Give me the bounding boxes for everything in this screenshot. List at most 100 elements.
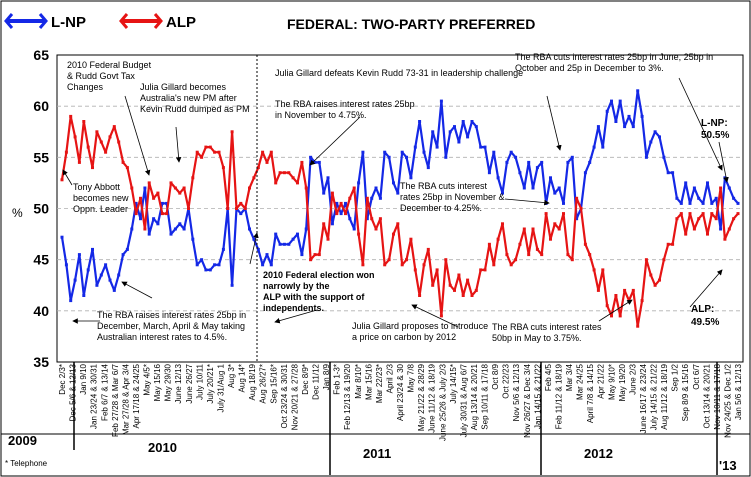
point-alp-84 xyxy=(426,247,430,251)
point-lnp-109 xyxy=(535,166,539,170)
point-alp-83 xyxy=(422,263,426,267)
x-tick-label-53: May 19/20 xyxy=(618,363,627,401)
point-alp-54 xyxy=(296,181,299,185)
year-label-4: '13 xyxy=(719,458,737,473)
point-lnp-73 xyxy=(378,196,382,200)
point-lnp-91 xyxy=(457,140,461,144)
annotation-arrow-8 xyxy=(309,116,361,166)
x-tick-label-43: Nov 5/6 & 12/13 xyxy=(512,363,521,421)
point-lnp-133 xyxy=(640,114,644,118)
x-tick-label-45: Jan 14/15 & 21/22 xyxy=(533,363,542,428)
legend-arrow-right-0 xyxy=(38,13,48,29)
point-lnp-132 xyxy=(636,89,640,93)
point-alp-63 xyxy=(335,212,339,216)
point-alp-150 xyxy=(714,217,718,221)
point-lnp-117 xyxy=(570,155,574,159)
y-tick-label-2: 45 xyxy=(33,252,49,268)
point-alp-138 xyxy=(662,258,666,262)
point-lnp-47 xyxy=(265,253,269,257)
point-alp-25 xyxy=(169,181,173,185)
annotation-election-1: narrowly by the xyxy=(263,281,330,291)
x-tick-label-34: May 21/22 & 28/29 xyxy=(417,363,426,431)
point-lnp-102 xyxy=(505,160,509,164)
point-lnp-8 xyxy=(95,283,99,287)
point-lnp-74 xyxy=(383,150,387,154)
point-alp-125 xyxy=(605,304,609,308)
point-lnp-57 xyxy=(309,155,313,159)
point-alp-81 xyxy=(413,268,417,272)
annotation-rba_cut_3-0: The RBA cuts interest rates 25bp in June… xyxy=(515,52,713,62)
point-lnp-67 xyxy=(352,227,356,231)
point-lnp-105 xyxy=(518,171,522,175)
point-lnp-11 xyxy=(108,278,112,282)
x-tick-label-20: Sep 15/16* xyxy=(269,364,278,404)
point-lnp-98 xyxy=(487,171,491,175)
annotation-election-2: ALP with the support of xyxy=(263,292,365,302)
y-tick-label-4: 55 xyxy=(33,149,49,165)
point-lnp-146 xyxy=(697,196,701,200)
annotation-abbott-2: Oppn. Leader xyxy=(73,204,128,214)
point-alp-30 xyxy=(191,176,195,180)
point-lnp-24 xyxy=(165,201,169,205)
annotation-arrow-14 xyxy=(689,269,723,308)
point-lnp-1 xyxy=(64,263,68,267)
point-alp-133 xyxy=(640,299,644,303)
point-lnp-61 xyxy=(326,176,330,180)
point-alp-23 xyxy=(160,212,164,216)
point-lnp-147 xyxy=(701,201,705,205)
point-lnp-35 xyxy=(213,263,217,267)
point-alp-134 xyxy=(644,258,648,262)
end-label-alp-0: ALP: xyxy=(691,304,714,315)
point-lnp-142 xyxy=(679,201,683,205)
point-alp-137 xyxy=(658,278,661,282)
point-alp-47 xyxy=(265,160,269,164)
point-alp-153 xyxy=(727,227,731,231)
point-lnp-68 xyxy=(357,181,361,185)
point-lnp-25 xyxy=(169,232,173,236)
chart-title: FEDERAL: TWO-PARTY PREFERRED xyxy=(287,16,535,32)
point-alp-98 xyxy=(487,242,491,246)
x-tick-label-3: Jan 23/24 & 30/31 xyxy=(90,363,99,428)
point-lnp-39 xyxy=(230,283,234,287)
point-lnp-88 xyxy=(444,155,448,159)
point-lnp-37 xyxy=(221,247,225,251)
x-tick-label-4: Feb 6/7 & 13/14 xyxy=(100,363,109,420)
point-alp-123 xyxy=(596,288,600,292)
annotation-rba_cut_3_75-0: The RBA cuts interest rates xyxy=(492,322,602,332)
point-alp-149 xyxy=(710,212,714,216)
point-alp-69 xyxy=(361,263,365,267)
x-tick-label-27: Feb 12/13 & 19/20 xyxy=(343,363,352,429)
point-alp-155 xyxy=(736,212,740,216)
x-tick-label-32: April 23/24 & 30 xyxy=(396,363,405,420)
point-alp-145 xyxy=(692,227,696,231)
point-alp-10 xyxy=(104,150,108,154)
point-alp-112 xyxy=(549,237,552,241)
point-alp-5 xyxy=(82,120,86,123)
point-alp-113 xyxy=(553,222,557,226)
x-tick-label-11: June 12/13 xyxy=(174,363,183,403)
point-alp-6 xyxy=(86,145,90,149)
annotation-election-3: independents. xyxy=(263,303,324,313)
point-lnp-0 xyxy=(60,235,64,239)
annotation-rba_cut_4_25-2: December to 4.25%. xyxy=(400,203,482,213)
annotation-arrow-3 xyxy=(121,281,153,299)
point-alp-32 xyxy=(200,155,204,159)
point-alp-73 xyxy=(378,217,382,221)
point-lnp-22 xyxy=(156,222,160,226)
x-tick-label-19: Aug 26/27* xyxy=(259,364,268,404)
x-tick-label-7: Apr 17/18 & 24/25 xyxy=(132,363,141,428)
point-lnp-70 xyxy=(365,217,369,221)
point-lnp-12 xyxy=(112,288,116,292)
x-tick-label-41: Oct 8/9 xyxy=(491,363,500,389)
point-alp-106 xyxy=(522,227,526,231)
point-alp-94 xyxy=(470,294,474,297)
point-lnp-138 xyxy=(662,155,666,159)
point-lnp-97 xyxy=(483,145,487,149)
x-tick-label-17: Aug 14* xyxy=(238,364,247,392)
annotation-arrow-0 xyxy=(124,95,151,176)
point-alp-13 xyxy=(117,140,121,144)
point-lnp-50 xyxy=(278,242,282,246)
point-lnp-144 xyxy=(688,201,692,205)
point-alp-141 xyxy=(675,217,679,221)
